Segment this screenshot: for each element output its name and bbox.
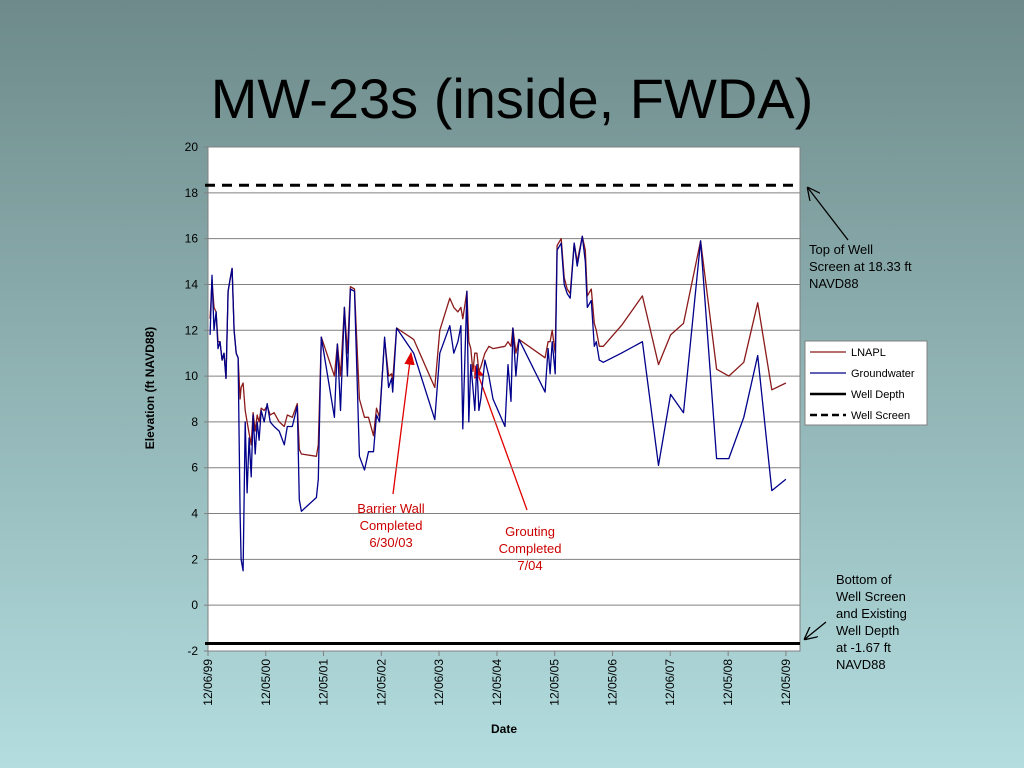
annotation-text: NAVD88: [836, 657, 886, 672]
legend-label: Well Depth: [851, 389, 905, 401]
y-axis-label: Elevation (ft NAVD88): [143, 327, 157, 449]
legend-label: Groundwater: [851, 368, 915, 380]
annotation-text: Well Depth: [836, 623, 899, 638]
annotation-text: 7/04: [517, 558, 542, 573]
x-tick-label: 12/05/00: [259, 659, 273, 706]
annotation-box: [350, 497, 433, 557]
data-line: [209, 235, 787, 572]
x-tick-label: 12/05/05: [548, 659, 562, 706]
annotation-text: Well Screen: [836, 589, 906, 604]
legend-label: Well Screen: [851, 410, 910, 422]
x-tick-label: 12/05/02: [374, 659, 388, 706]
y-tick-label: 20: [185, 140, 199, 154]
x-tick-label: 12/05/08: [721, 659, 735, 706]
annotation-text: NAVD88: [809, 276, 859, 291]
annotation-text: Completed: [499, 541, 562, 556]
x-tick-label: 12/06/07: [663, 659, 677, 706]
annotation-text: and Existing: [836, 606, 907, 621]
x-tick-label: 12/06/03: [432, 659, 446, 706]
y-tick-label: 0: [191, 598, 198, 612]
slide-title: MW-23s (inside, FWDA): [211, 67, 814, 130]
annotation-arrow: [474, 364, 528, 511]
annotation-text: 6/30/03: [369, 535, 412, 550]
x-tick-label: 12/05/06: [605, 659, 619, 706]
y-tick-label: 12: [185, 323, 199, 337]
annotation-text: Top of Well: [809, 242, 873, 257]
y-tick-label: 16: [185, 232, 199, 246]
y-tick-label: 4: [191, 507, 198, 521]
y-tick-label: 6: [191, 461, 198, 475]
annotation-box: [486, 520, 574, 585]
legend: [804, 340, 928, 426]
y-tick-label: 18: [185, 186, 199, 200]
x-tick-label: 12/05/01: [317, 659, 331, 706]
annotation-text: Barrier Wall: [357, 501, 425, 516]
x-tick-label: 12/05/09: [779, 659, 793, 706]
x-axis-label: Date: [491, 722, 517, 736]
x-tick-label: 12/05/04: [490, 659, 504, 706]
annotation-text: Screen at 18.33 ft: [809, 259, 912, 274]
annotation-arrow: [808, 188, 849, 241]
x-tick-label: 12/06/99: [201, 659, 215, 706]
y-tick-label: 8: [191, 415, 198, 429]
annotation-text: Completed: [360, 518, 423, 533]
y-tick-label: 2: [191, 552, 198, 566]
annotation-text: at -1.67 ft: [836, 640, 891, 655]
annotation-text: Grouting: [505, 524, 555, 539]
y-tick-label: -2: [187, 644, 198, 658]
annotation-arrow: [805, 621, 827, 639]
annotation-text: Bottom of: [836, 572, 892, 587]
y-tick-label: 10: [185, 369, 199, 383]
y-tick-label: 14: [185, 277, 199, 291]
legend-label: LNAPL: [851, 347, 886, 359]
